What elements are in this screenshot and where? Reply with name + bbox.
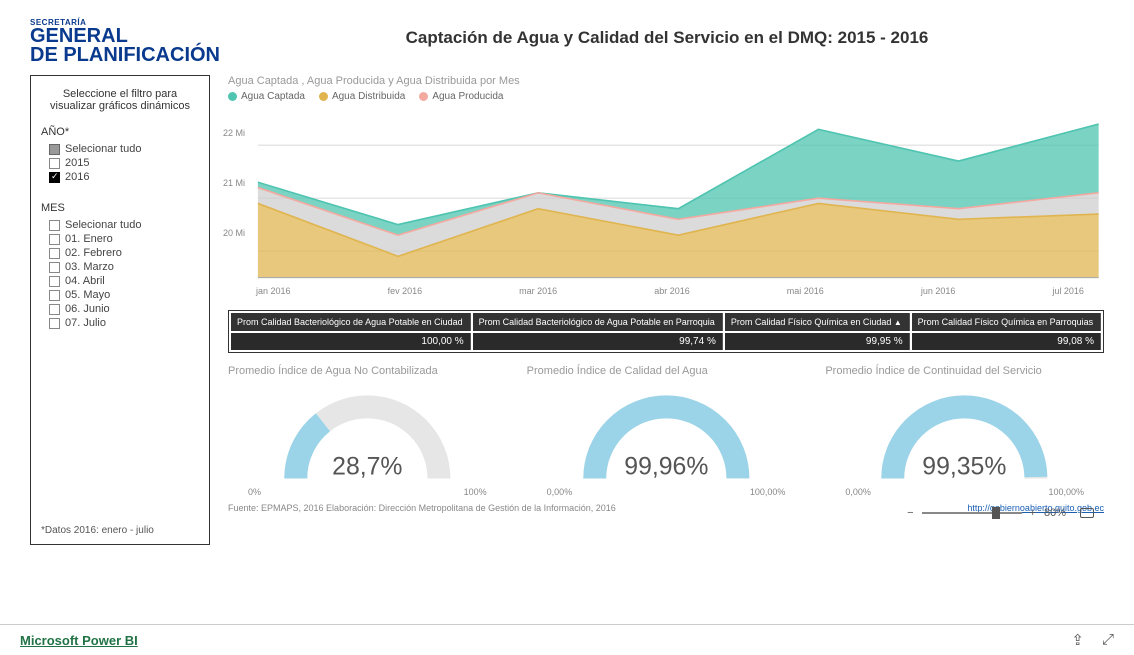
checkbox-icon[interactable] xyxy=(49,158,60,169)
legend-label: Agua Distribuida xyxy=(332,91,405,102)
gauge-min-label: 0,00% xyxy=(547,487,573,497)
checkbox-icon[interactable] xyxy=(49,304,60,315)
quality-table: Prom Calidad Bacteriológico de Agua Pota… xyxy=(228,310,1104,353)
month-filter-label: 03. Marzo xyxy=(65,261,114,273)
month-filter-label: 07. Julio xyxy=(65,317,106,329)
month-filter-label: 04. Abril xyxy=(65,275,105,287)
quality-table-cell: 99,95 % xyxy=(725,333,910,350)
month-filter-item[interactable]: 03. Marzo xyxy=(41,260,199,274)
sidebar-title: Seleccione el filtro para visualizar grá… xyxy=(41,88,199,112)
powerbi-brand-link[interactable]: Microsoft Power BI xyxy=(20,633,138,648)
fit-to-page-icon[interactable] xyxy=(1080,508,1094,518)
month-filter-label: MES xyxy=(41,202,199,214)
month-filter-item[interactable]: Selecionar tudo xyxy=(41,218,199,232)
quality-table-header[interactable]: Prom Calidad Físico Química en Ciudad ▲ xyxy=(725,313,910,331)
year-filter-group: AÑO* Selecionar tudo 2015 2016 xyxy=(41,126,199,184)
gauge-value: 99,35% xyxy=(923,454,1007,481)
gauge: Promedio Índice de Calidad del Agua 99,9… xyxy=(527,365,806,497)
checkbox-icon[interactable] xyxy=(49,220,60,231)
checkbox-icon[interactable] xyxy=(49,276,60,287)
area-chart: 22 Mi21 Mi20 Mi xyxy=(228,108,1104,283)
month-filter-item[interactable]: 01. Enero xyxy=(41,232,199,246)
sort-asc-icon: ▲ xyxy=(894,318,902,327)
checkbox-icon[interactable] xyxy=(49,144,60,155)
month-filter-item[interactable]: 05. Mayo xyxy=(41,288,199,302)
filter-sidebar: Seleccione el filtro para visualizar grá… xyxy=(30,75,210,545)
checkbox-icon[interactable] xyxy=(49,262,60,273)
page-title: Captación de Agua y Calidad del Servicio… xyxy=(230,18,1104,48)
zoom-track[interactable] xyxy=(922,512,1022,514)
gauge: Promedio Índice de Agua No Contabilizada… xyxy=(228,365,507,497)
month-filter-item[interactable]: 07. Julio xyxy=(41,316,199,330)
month-filter-item[interactable]: 04. Abril xyxy=(41,274,199,288)
checkbox-icon[interactable] xyxy=(49,248,60,259)
gauge-max-label: 100,00% xyxy=(1048,487,1084,497)
gauges-row: Promedio Índice de Agua No Contabilizada… xyxy=(228,365,1104,497)
legend-label: Agua Producida xyxy=(432,91,503,102)
quality-table-cell: 100,00 % xyxy=(231,333,471,350)
month-filter-label: 05. Mayo xyxy=(65,289,110,301)
legend-dot-icon xyxy=(419,92,428,101)
quality-table-cell: 99,08 % xyxy=(912,333,1101,350)
month-filter-label: Selecionar tudo xyxy=(65,219,141,231)
month-filter-item[interactable]: 06. Junio xyxy=(41,302,199,316)
gauge-max-label: 100% xyxy=(464,487,487,497)
zoom-minus[interactable]: − xyxy=(907,507,913,519)
area-chart-x-axis: jan 2016fev 2016mar 2016abr 2016mai 2016… xyxy=(228,283,1104,296)
legend-item: Agua Producida xyxy=(419,91,503,102)
checkbox-icon[interactable] xyxy=(49,290,60,301)
legend-label: Agua Captada xyxy=(241,91,305,102)
gauge-max-label: 100,00% xyxy=(750,487,786,497)
zoom-thumb[interactable] xyxy=(992,507,1000,519)
legend-dot-icon xyxy=(319,92,328,101)
quality-table-header[interactable]: Prom Calidad Físico Química en Parroquia… xyxy=(912,313,1101,331)
legend-dot-icon xyxy=(228,92,237,101)
month-filter-group: MES Selecionar tudo 01. Enero 02. Febrero 0… xyxy=(41,202,199,330)
fullscreen-icon[interactable]: ⤢ xyxy=(1102,631,1114,649)
quality-table-header[interactable]: Prom Calidad Bacteriológico de Agua Pota… xyxy=(473,313,723,331)
gauge-value: 99,96% xyxy=(624,454,708,481)
month-filter-label: 06. Junio xyxy=(65,303,110,315)
month-filter-label: 01. Enero xyxy=(65,233,113,245)
gauge-value: 28,7% xyxy=(332,454,402,481)
zoom-plus[interactable]: + xyxy=(1030,507,1036,519)
gauge-title: Promedio Índice de Continuidad del Servi… xyxy=(825,365,1104,377)
month-filter-label: 02. Febrero xyxy=(65,247,122,259)
logo-line2: DE PLANIFICACIÓN xyxy=(30,46,230,65)
gauge-min-label: 0% xyxy=(248,487,261,497)
year-filter-label: Selecionar tudo xyxy=(65,143,141,155)
checkbox-icon[interactable] xyxy=(49,172,60,183)
gauge-min-label: 0,00% xyxy=(845,487,871,497)
year-filter-label: 2016 xyxy=(65,171,89,183)
checkbox-icon[interactable] xyxy=(49,318,60,329)
month-filter-item[interactable]: 02. Febrero xyxy=(41,246,199,260)
year-filter-label: 2015 xyxy=(65,157,89,169)
sidebar-note: *Datos 2016: enero - julio xyxy=(41,525,154,536)
gauge-title: Promedio Índice de Agua No Contabilizada xyxy=(228,365,507,377)
year-filter-item[interactable]: 2016 xyxy=(41,170,199,184)
gauge-title: Promedio Índice de Calidad del Agua xyxy=(527,365,806,377)
logo: SECRETARÍA GENERAL DE PLANIFICACIÓN xyxy=(30,18,230,65)
gauge: Promedio Índice de Continuidad del Servi… xyxy=(825,365,1104,497)
year-filter-item[interactable]: 2015 xyxy=(41,156,199,170)
footer-source: Fuente: EPMAPS, 2016 Elaboración: Direcc… xyxy=(228,503,616,513)
zoom-percent: 80% xyxy=(1044,507,1066,519)
year-filter-label: AÑO* xyxy=(41,126,199,138)
area-chart-title: Agua Captada , Agua Producida y Agua Dis… xyxy=(228,75,1104,87)
quality-table-cell: 99,74 % xyxy=(473,333,723,350)
quality-table-header[interactable]: Prom Calidad Bacteriológico de Agua Pota… xyxy=(231,313,471,331)
zoom-control[interactable]: − + 80% xyxy=(907,507,1094,519)
year-filter-item[interactable]: Selecionar tudo xyxy=(41,142,199,156)
area-chart-legend: Agua Captada Agua Distribuida Agua Produci… xyxy=(228,91,1104,102)
share-icon[interactable]: ⇪ xyxy=(1071,631,1084,649)
legend-item: Agua Captada xyxy=(228,91,305,102)
legend-item: Agua Distribuida xyxy=(319,91,405,102)
checkbox-icon[interactable] xyxy=(49,234,60,245)
